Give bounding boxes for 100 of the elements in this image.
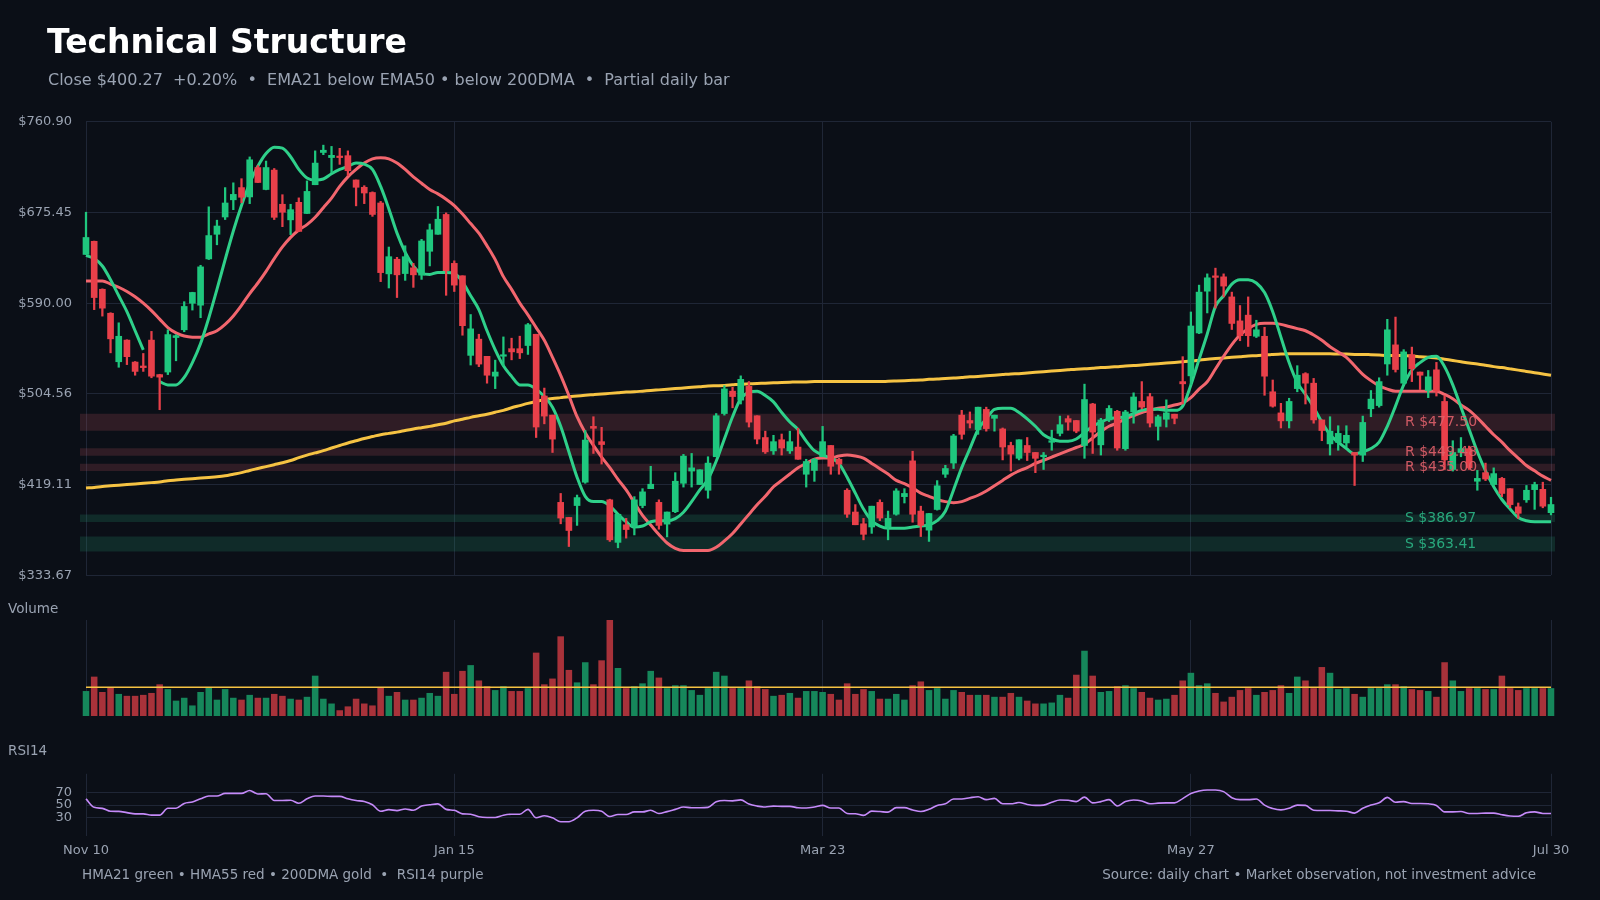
bar [1073, 674, 1080, 716]
bar [1032, 703, 1039, 716]
bar [925, 690, 933, 716]
x-tick-label: Jul 30 [1531, 841, 1570, 857]
bar [287, 698, 294, 716]
bar [262, 697, 270, 716]
y-tick-label: $333.67 [18, 566, 72, 582]
bar [876, 698, 884, 716]
chart-subtitle: Close $400.27 +0.20% • EMA21 below EMA50 • below 200DMA • Partial daily bar [48, 70, 730, 89]
bar [352, 698, 360, 716]
bar [737, 688, 745, 716]
bar [491, 690, 499, 716]
bar [835, 699, 843, 716]
bar [230, 697, 237, 716]
chart-title: Volume [8, 600, 59, 616]
bar [131, 695, 139, 716]
bar [622, 688, 630, 716]
bar [991, 696, 998, 716]
bar [1384, 684, 1391, 716]
bar [909, 685, 916, 716]
bar [1244, 688, 1252, 716]
bar [1408, 689, 1416, 716]
bar [729, 688, 736, 716]
bar [606, 620, 614, 716]
x-tick-label: Nov 10 [62, 841, 110, 857]
bar [1457, 691, 1465, 716]
bar [1474, 688, 1481, 716]
bar [82, 691, 90, 716]
bar [467, 665, 474, 716]
bar [1334, 689, 1342, 716]
bar [295, 699, 303, 716]
bar [401, 699, 409, 716]
bar [762, 689, 769, 716]
bar [1236, 690, 1244, 716]
bar [1539, 688, 1547, 716]
line-series [84, 352, 1553, 490]
bar [1400, 686, 1407, 716]
bar [238, 699, 245, 716]
bar [1392, 684, 1399, 716]
bar [1294, 676, 1301, 716]
bar [410, 699, 417, 716]
bar [1203, 683, 1211, 716]
chart-title: RSI14 [8, 742, 48, 758]
bar [1081, 650, 1088, 716]
x-tick-label: May 27 [1167, 841, 1215, 857]
bar [180, 697, 188, 716]
bar [958, 692, 965, 716]
bar [884, 698, 892, 716]
band-label: S $363.41 [1405, 534, 1477, 551]
bar [1351, 693, 1358, 716]
bar [868, 691, 875, 716]
bar [1138, 692, 1146, 716]
bar [778, 694, 785, 716]
bar [1482, 689, 1489, 716]
bar [303, 696, 311, 716]
bar [1375, 688, 1383, 716]
bar [1015, 696, 1023, 716]
bar [1113, 686, 1121, 716]
x-tick-label: Mar 23 [799, 841, 846, 857]
bar [385, 695, 393, 716]
bar [786, 692, 794, 716]
bar [434, 695, 442, 716]
bar [1253, 694, 1260, 716]
bar [974, 694, 982, 716]
text: HMA21 green • HMA55 red • 200DMA gold • RSI14 purple [82, 866, 484, 882]
y-tick-label: $675.45 [18, 203, 72, 219]
bar [393, 692, 401, 716]
bar [983, 694, 990, 716]
bar [1154, 699, 1162, 716]
bar [1416, 690, 1424, 716]
bar [827, 693, 835, 716]
bar [1514, 690, 1522, 716]
bar [254, 697, 262, 716]
bar [999, 696, 1006, 716]
bar [1343, 688, 1350, 716]
bar [721, 675, 728, 716]
bar [802, 691, 810, 716]
bar [696, 694, 704, 716]
source-note: Source: daily chart • Market observation, not investment advice [1102, 866, 1536, 882]
bar [663, 688, 671, 716]
bar [1056, 694, 1064, 716]
bar [500, 686, 507, 716]
bar [1506, 688, 1514, 716]
bar [966, 694, 974, 716]
bar [221, 689, 229, 716]
bar [1359, 696, 1367, 716]
bar [1228, 696, 1236, 716]
bar [1105, 691, 1113, 716]
bar [524, 688, 532, 716]
bar [344, 706, 352, 716]
bar [794, 697, 802, 716]
bar [1490, 689, 1497, 716]
bar [1163, 698, 1170, 716]
bar [164, 689, 172, 716]
band-label: S $386.97 [1405, 508, 1477, 525]
y-tick-label: $419.11 [18, 475, 72, 491]
bar [1064, 697, 1072, 716]
chart-title: Technical Structure [47, 22, 407, 61]
bar [1465, 688, 1473, 716]
line-series [85, 789, 1552, 823]
